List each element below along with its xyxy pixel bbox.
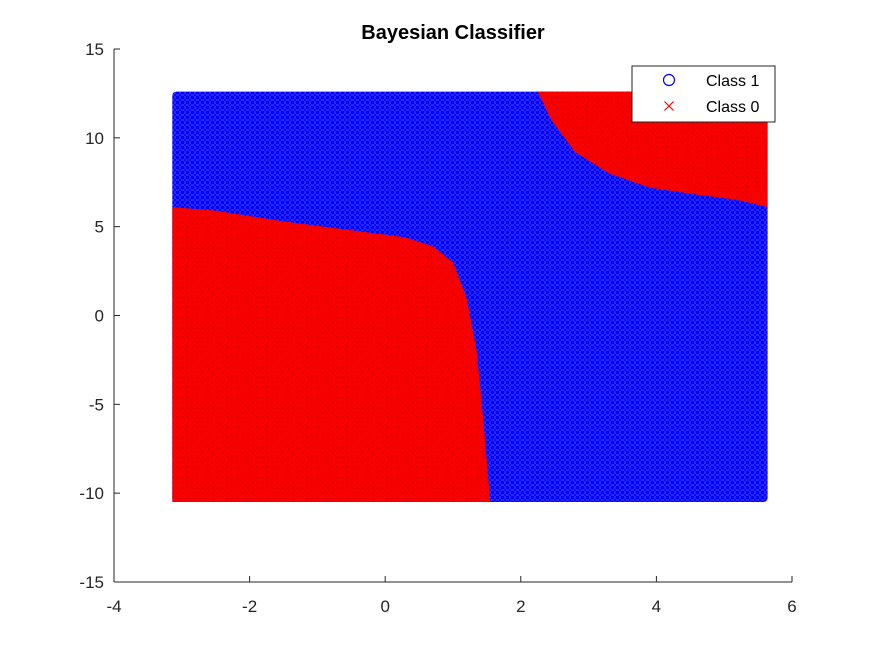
x-tick-label: 6 (787, 597, 796, 616)
y-tick-label: -5 (89, 395, 104, 414)
y-tick-label: 15 (85, 40, 104, 59)
axes: -4 -2 0 2 4 6 15 10 5 0 -5 -10 -15 (79, 40, 796, 616)
y-tick-label: 0 (95, 307, 104, 326)
x-ticks: -4 -2 0 2 4 6 (106, 576, 797, 616)
legend-label-class1: Class 1 (706, 73, 759, 90)
legend: Class 1 Class 0 (631, 65, 776, 123)
x-tick-label: 0 (380, 597, 389, 616)
y-tick-label: -10 (79, 484, 104, 503)
class0-points-lower-left (172, 207, 491, 503)
legend-marker-class0 (664, 101, 674, 111)
legend-box (631, 65, 776, 123)
x-tick-label: -4 (106, 597, 121, 616)
x-tick-label: -2 (242, 597, 257, 616)
x-tick-label: 2 (516, 597, 525, 616)
x-tick-label: 4 (652, 597, 661, 616)
y-tick-label: 10 (85, 129, 104, 148)
legend-label-class0: Class 0 (706, 99, 759, 116)
legend-marker-class1 (662, 73, 676, 87)
y-tick-label: 5 (95, 218, 104, 237)
chart-title: Bayesian Classifier (361, 22, 545, 44)
y-tick-label: -15 (79, 573, 104, 592)
plot-area (172, 91, 768, 503)
y-ticks: 15 10 5 0 -5 -10 -15 (79, 40, 120, 592)
